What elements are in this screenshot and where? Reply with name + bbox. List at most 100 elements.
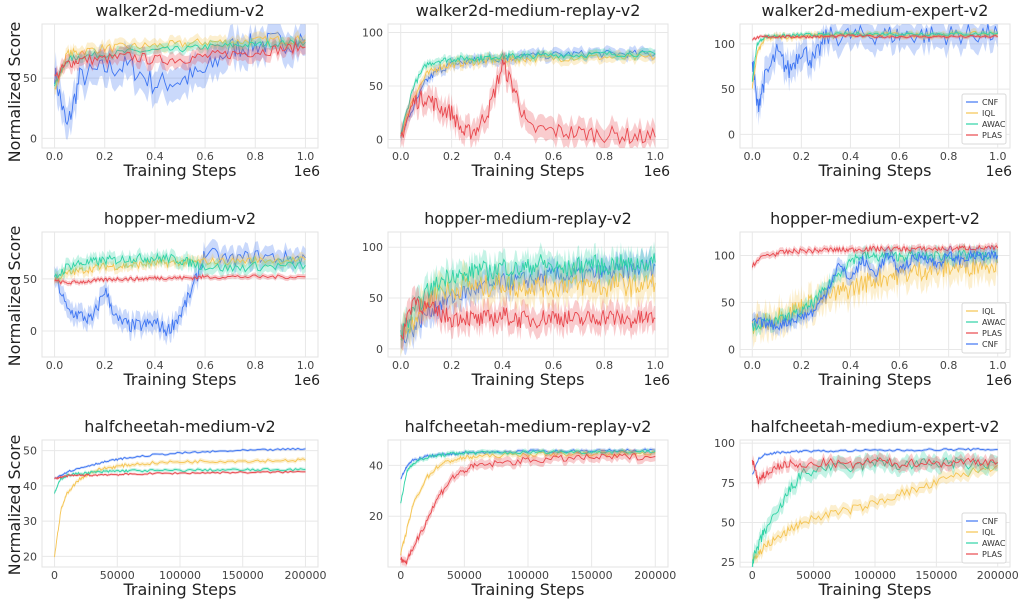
x-tick-label: 0.2 (793, 150, 811, 163)
series-line-iql (400, 53, 656, 137)
y-tick-label: 100 (714, 38, 735, 51)
x-tick-label: 200000 (634, 569, 676, 582)
series-line-cnf (751, 249, 999, 331)
legend-label: CNF (982, 517, 999, 526)
x-axis-exponent: 1e6 (644, 373, 671, 389)
legend-label: CNF (982, 340, 999, 349)
x-tick-label: 150000 (571, 569, 613, 582)
x-tick-label: 1.0 (647, 359, 665, 372)
x-tick-label: 0.2 (443, 150, 461, 163)
y-tick-label: 40 (23, 480, 37, 493)
x-axis-label: Training Steps (123, 370, 237, 389)
x-tick-label: 0.8 (940, 359, 958, 372)
y-tick-label: 50 (23, 445, 37, 458)
chart-panel: 0.0 0.2 0.4 0.6 0.8 1.0 0 50 walker2d-medium-v2 T… (23, 1, 320, 180)
y-tick-label: 25 (721, 556, 735, 569)
legend-label: IQL (982, 109, 996, 118)
series-line-iql (54, 255, 306, 282)
series-line-plas (54, 470, 306, 480)
y-tick-label: 50 (721, 83, 735, 96)
series-band-awac (400, 241, 656, 353)
x-tick-label: 100000 (854, 569, 896, 582)
chart-panel: 0 50000 100000 150000 200000 20 40 halfcheetah-… (369, 417, 676, 599)
series-band-cnf (752, 244, 998, 337)
series-line-plas (400, 59, 656, 145)
x-tick-label: 0.6 (545, 359, 563, 372)
legend: CNF IQL AWAC PLAS (961, 93, 1007, 145)
chart-panel: 0.0 0.2 0.4 0.6 0.8 1.0 0 50 100 walker2d-medium-… (362, 1, 670, 180)
y-tick-label: 50 (23, 72, 37, 85)
x-tick-label: 0.2 (443, 359, 461, 372)
row1-ylabel: Normalized Score (5, 22, 24, 163)
x-axis-label: Training Steps (471, 370, 585, 389)
x-axis-exponent: 1e6 (294, 164, 321, 180)
series-band-iql (752, 241, 998, 348)
series-line-awac (751, 31, 998, 82)
y-tick-label: 50 (369, 292, 383, 305)
series-line-plas (751, 456, 998, 485)
series-line-plas (54, 274, 306, 285)
chart-panel: 0.0 0.2 0.4 0.6 0.8 1.0 0 50 100 hopper-medium-ex… (714, 209, 1012, 389)
series-band-iql (400, 49, 656, 142)
series-line-plas (54, 40, 306, 80)
series-line-cnf (54, 447, 306, 479)
legend-label: PLAS (982, 131, 1002, 140)
series-line-plas (400, 452, 656, 565)
x-axis-label: Training Steps (818, 580, 932, 599)
series-band-plas (54, 272, 306, 287)
legend-label: AWAC (982, 318, 1006, 327)
x-tick-label: 0.8 (940, 150, 958, 163)
chart-title: halfcheetah-medium-expert-v2 (750, 417, 999, 436)
chart-title: hopper-medium-replay-v2 (424, 209, 632, 228)
y-tick-label: 50 (721, 517, 735, 530)
series-band-awac (400, 47, 656, 139)
x-axis-exponent: 1e6 (644, 164, 671, 180)
y-tick-label: 0 (30, 132, 37, 145)
series-line-cnf (54, 32, 306, 126)
chart-panel: 0 50000 100000 150000 200000 25 50 75 100 halfche… (714, 417, 1019, 599)
series-line-iql (400, 450, 656, 556)
series-line-plas (752, 34, 998, 41)
y-tick-label: 100 (714, 249, 735, 262)
y-tick-label: 0 (728, 343, 735, 356)
x-axis-label: Training Steps (123, 580, 237, 599)
x-tick-label: 0.4 (494, 150, 512, 163)
x-tick-label: 100000 (507, 569, 549, 582)
x-tick-label: 1.0 (989, 359, 1007, 372)
panels: 0.0 0.2 0.4 0.6 0.8 1.0 0 50 walker2d-medium-v2 T… (23, 1, 1019, 599)
x-tick-label: 0.0 (392, 359, 410, 372)
x-tick-label: 0.4 (146, 359, 164, 372)
x-tick-label: 0.0 (744, 150, 762, 163)
series-line-awac (400, 253, 656, 341)
series-line-iql (751, 255, 999, 334)
series-band-awac (400, 447, 656, 506)
plot-area (41, 231, 319, 358)
series-line-iql (54, 458, 306, 558)
x-tick-label: 0.4 (146, 150, 164, 163)
series-band-awac (54, 466, 306, 496)
x-tick-label: 0 (51, 569, 58, 582)
x-tick-label: 0 (749, 569, 756, 582)
legend-label: PLAS (982, 329, 1002, 338)
x-tick-label: 0.0 (392, 150, 410, 163)
y-tick-label: 100 (362, 241, 383, 254)
legend-box (961, 302, 1007, 354)
series-line-iql (400, 272, 656, 341)
series-line-plas (400, 296, 656, 341)
legend-box (961, 512, 1007, 564)
y-tick-label: 30 (23, 515, 37, 528)
x-tick-label: 0.6 (196, 150, 214, 163)
series-line-cnf (751, 447, 998, 475)
series-band-awac (54, 247, 306, 284)
legend: CNF IQL AWAC PLAS (961, 512, 1007, 564)
series-band-cnf (400, 246, 656, 356)
legend-label: AWAC (982, 539, 1006, 548)
row3-ylabel: Normalized Score (5, 435, 24, 576)
x-tick-label: 0.8 (596, 359, 614, 372)
series-band-awac (54, 35, 306, 91)
x-tick-label: 0.0 (46, 359, 64, 372)
y-tick-label: 50 (721, 296, 735, 309)
x-tick-label: 0.8 (247, 359, 265, 372)
x-tick-label: 0.8 (247, 150, 265, 163)
